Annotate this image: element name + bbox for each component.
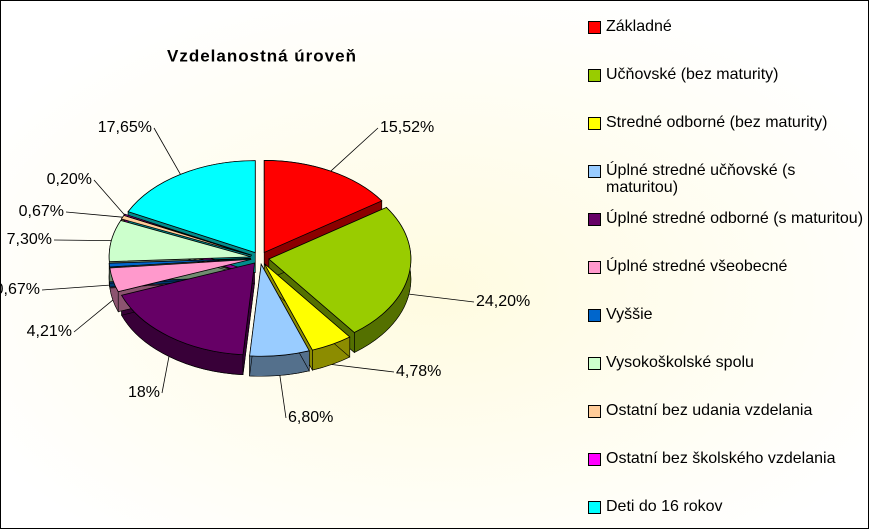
legend-item: Deti do 16 rokov (588, 498, 868, 530)
data-label: 15,52% (380, 119, 434, 136)
slice (263, 160, 383, 254)
data-label: 4,78% (396, 363, 441, 380)
legend-label: Deti do 16 rokov (606, 498, 723, 515)
legend-item: Vysokoškolské spolu (588, 354, 868, 402)
legend-item: Základné (588, 18, 868, 66)
legend-label: Úplné stredné všeobecné (606, 258, 788, 275)
slice (120, 262, 256, 356)
legend-swatch (588, 261, 601, 274)
data-label: 0,20% (47, 171, 92, 188)
legend-label: Ostatní bez udania vzdelania (606, 402, 813, 419)
leader-line (65, 211, 123, 218)
slice (263, 263, 351, 351)
legend-item: Ostatní bez udania vzdelania (588, 402, 868, 450)
slice (249, 262, 310, 357)
legend-label: Vysokoškolské spolu (606, 354, 754, 371)
leader-line (93, 179, 125, 216)
legend-item: Úplné stredné všeobecné (588, 258, 868, 306)
legend-label: Vyššie (606, 306, 653, 323)
slice (108, 258, 252, 268)
legend-item: Úplné stredné odborné (s maturitou) (588, 210, 868, 258)
legend: Základné Učňovské (bez maturity) Stredné o… (588, 18, 868, 530)
legend-swatch (588, 501, 601, 514)
legend-item: Stredné odborné (bez maturity) (588, 114, 868, 162)
legend-label: Úplné stredné učňovské (s maturitou) (606, 162, 796, 196)
chart-title: Vzdelanostná úroveň (167, 46, 357, 65)
legend-label: Základné (606, 18, 672, 35)
legend-item: Učňovské (bez maturity) (588, 66, 868, 114)
legend-swatch (588, 117, 601, 130)
legend-swatch (588, 309, 601, 322)
leader-line (161, 356, 170, 394)
slice (108, 219, 252, 263)
data-label: 0,67% (0, 281, 40, 298)
legend-swatch (588, 453, 601, 466)
leader-line (279, 375, 287, 419)
data-label: 4,21% (27, 323, 72, 340)
data-label: 0,67% (19, 203, 64, 220)
legend-swatch (588, 405, 601, 418)
legend-item: Úplné stredné učňovské (s maturitou) (588, 162, 868, 210)
legend-swatch (588, 213, 601, 226)
leader-line (53, 239, 112, 242)
slice (127, 160, 256, 254)
data-label: 18% (128, 384, 160, 401)
slice (109, 259, 252, 293)
legend-label: Stredné odborné (bez maturity) (606, 114, 828, 131)
leader-line (408, 293, 475, 303)
data-label: 7,30% (7, 231, 52, 248)
legend-label: Ostatní bez školského vzdelania (606, 450, 836, 467)
legend-item: Vyššie (588, 306, 868, 354)
legend-label: Učňovské (bez maturity) (606, 66, 779, 83)
legend-swatch (588, 21, 601, 34)
legend-label: Úplné stredné odborné (s maturitou) (606, 210, 864, 227)
data-label: 17,65% (98, 119, 152, 136)
slice (268, 206, 412, 333)
legend-swatch (588, 165, 601, 178)
data-label: 24,20% (476, 293, 530, 310)
leader-line (73, 299, 114, 333)
legend-swatch (588, 69, 601, 82)
leader-line (41, 284, 110, 291)
slice (123, 213, 253, 256)
data-label: 6,80% (288, 409, 333, 426)
legend-item: Ostatní bez školského vzdelania (588, 450, 868, 498)
leader-line (330, 127, 379, 172)
leader-line (331, 364, 395, 373)
leader-line (153, 127, 181, 175)
legend-swatch (588, 357, 601, 370)
